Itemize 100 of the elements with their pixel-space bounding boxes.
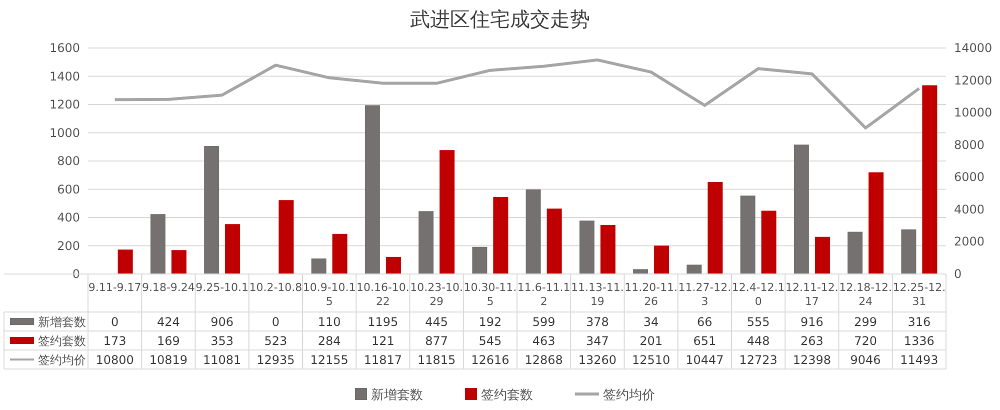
data-label: 347	[586, 334, 609, 348]
bar	[708, 182, 723, 274]
y2-tick-label: 2000	[954, 234, 985, 249]
data-label: 299	[854, 315, 878, 329]
data-label: 10447	[686, 353, 724, 367]
y-tick-label: 1200	[49, 98, 80, 112]
x-tick-label: 11.6-11.12	[517, 281, 570, 308]
data-label: 11817	[364, 353, 402, 367]
bar	[364, 105, 380, 274]
bar	[225, 224, 240, 274]
data-label: 448	[746, 334, 770, 348]
y-tick-label: 200	[57, 238, 80, 253]
data-label: 66	[697, 315, 712, 329]
x-tick-label: 10.2-10.8	[249, 281, 302, 294]
x-tick-label: 11.27-12.3	[678, 281, 732, 308]
data-label: 0	[272, 315, 280, 329]
data-label: 877	[425, 334, 448, 348]
data-label: 555	[746, 315, 770, 329]
bar	[868, 172, 884, 274]
x-tick-label: 10.16-10.22	[356, 281, 410, 308]
data-label: 121	[371, 334, 394, 348]
data-label: 11815	[417, 353, 456, 367]
y2-tick-label: 10000	[954, 106, 992, 120]
x-tick-label: 10.23-10.29	[410, 281, 464, 308]
data-label: 545	[478, 334, 502, 348]
data-label: 906	[210, 315, 234, 329]
bar	[686, 264, 702, 274]
data-label: 201	[640, 334, 663, 348]
x-tick-label: 12.18-12.24	[839, 281, 892, 308]
data-label: 378	[586, 315, 609, 329]
x-tick-label: 10.30-11.5	[464, 281, 517, 308]
data-label: 720	[854, 334, 878, 348]
x-tick-label: 12.25-12.31	[892, 281, 946, 308]
bar	[118, 250, 133, 274]
bar	[526, 189, 541, 274]
bar	[633, 269, 648, 274]
data-label: 1336	[904, 334, 934, 348]
data-label: 12935	[256, 353, 295, 367]
x-tick-label: 11.20-11.26	[624, 281, 678, 308]
bar	[654, 246, 670, 274]
data-label: 284	[318, 334, 341, 348]
data-label: 0	[110, 315, 119, 329]
bar	[386, 256, 401, 274]
bar	[150, 214, 166, 274]
bar	[493, 197, 508, 274]
text: 签约套数	[481, 388, 533, 403]
bar	[761, 210, 776, 274]
bar	[740, 196, 756, 274]
bar	[901, 229, 916, 274]
x-tick-label: 9.11-9.17	[88, 281, 142, 294]
y2-tick-label: 14000	[954, 41, 992, 55]
x-tick-label: 9.18-9.24	[142, 281, 195, 294]
data-label: 11493	[900, 353, 938, 367]
data-label: 173	[103, 334, 126, 348]
y2-tick-label: 12000	[954, 73, 992, 88]
data-label: 599	[532, 315, 556, 329]
data-label: 169	[156, 334, 180, 348]
y-tick-label: 600	[57, 182, 80, 196]
data-label: 12510	[632, 353, 670, 367]
legend-label: 签约均价	[38, 353, 86, 367]
bar	[546, 208, 562, 274]
bar	[472, 246, 488, 274]
data-label: 1195	[368, 315, 398, 329]
bar	[278, 200, 294, 274]
bar	[922, 85, 938, 274]
data-label: 12155	[310, 353, 348, 367]
bar	[204, 146, 220, 274]
data-label: 12398	[792, 353, 832, 367]
data-label: 12868	[524, 353, 563, 367]
data-label: 651	[693, 334, 716, 348]
chart-title: 武进区住宅成交走势	[410, 7, 590, 31]
y2-tick-label: 0	[954, 267, 962, 281]
data-label: 10819	[149, 353, 188, 367]
legend-label: 签约套数	[38, 334, 86, 348]
data-label: 353	[210, 334, 234, 348]
y-tick-label: 800	[57, 154, 80, 168]
data-label: 10800	[96, 353, 134, 367]
bar	[418, 211, 434, 274]
bar	[171, 250, 186, 274]
data-label: 523	[264, 334, 288, 348]
data-label: 263	[800, 334, 824, 348]
y2-tick-label: 8000	[954, 138, 985, 152]
y-tick-label: 1000	[49, 126, 80, 140]
legend-label: 新增套数	[38, 315, 86, 329]
data-label: 192	[478, 315, 502, 329]
data-label: 11081	[202, 353, 242, 367]
data-label: 316	[908, 315, 931, 329]
data-label: 9046	[850, 353, 881, 367]
data-label: 110	[318, 315, 341, 329]
bar	[848, 232, 863, 274]
bar	[311, 258, 326, 274]
bar	[794, 144, 809, 274]
data-label: 424	[156, 315, 180, 329]
bar	[440, 150, 455, 274]
data-label: 12616	[471, 353, 510, 367]
x-tick-label: 12.11-12.17	[785, 281, 838, 308]
y2-tick-label: 6000	[954, 170, 985, 184]
text: 新增套数	[371, 388, 423, 403]
x-tick-label: 11.13-11.19	[570, 281, 624, 308]
y2-tick-label: 4000	[954, 202, 985, 216]
